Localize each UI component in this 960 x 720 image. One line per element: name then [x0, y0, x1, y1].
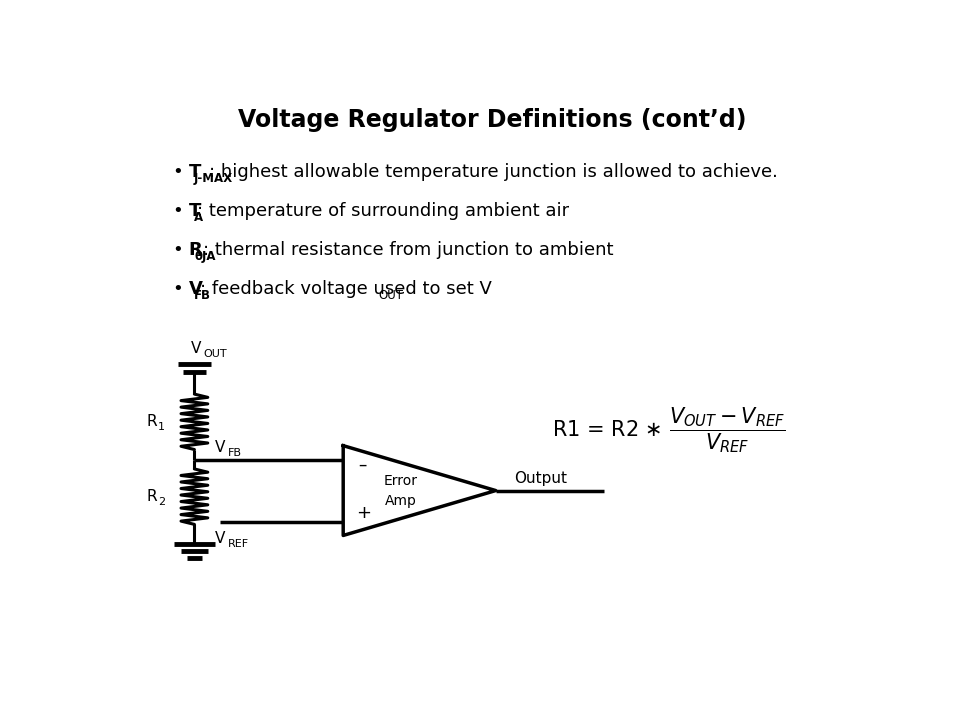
Text: R: R	[188, 241, 203, 259]
Text: •: •	[172, 202, 182, 220]
Text: FB: FB	[194, 289, 211, 302]
Text: T: T	[188, 163, 201, 181]
Text: •: •	[172, 241, 182, 259]
Text: V: V	[215, 531, 226, 546]
Text: A: A	[194, 211, 204, 225]
Text: V: V	[191, 341, 201, 356]
Text: REF: REF	[228, 539, 249, 549]
Text: T: T	[188, 202, 201, 220]
Text: Amp: Amp	[385, 493, 417, 508]
Text: Voltage Regulator Definitions (cont’d): Voltage Regulator Definitions (cont’d)	[238, 108, 746, 132]
Text: : thermal resistance from junction to ambient: : thermal resistance from junction to am…	[204, 241, 613, 259]
Text: R: R	[146, 414, 156, 429]
Text: FB: FB	[228, 448, 242, 458]
Text: •: •	[172, 163, 182, 181]
Text: 1: 1	[158, 423, 165, 432]
Text: –: –	[358, 456, 367, 474]
Text: OUT: OUT	[379, 289, 404, 302]
Text: θJA: θJA	[194, 250, 216, 263]
Text: J-MAX: J-MAX	[194, 173, 233, 186]
Text: R: R	[146, 489, 156, 504]
Text: •: •	[172, 280, 182, 298]
Text: V: V	[188, 280, 203, 298]
Text: Output: Output	[515, 471, 567, 486]
Text: : temperature of surrounding ambient air: : temperature of surrounding ambient air	[197, 202, 569, 220]
Text: +: +	[356, 504, 372, 522]
Text: : feedback voltage used to set V: : feedback voltage used to set V	[201, 280, 492, 298]
Text: OUT: OUT	[204, 348, 227, 359]
Text: 2: 2	[158, 498, 165, 507]
Text: R1 = R2 $\ast$ $\dfrac{V_{OUT} - V_{REF}}{V_{REF}}$: R1 = R2 $\ast$ $\dfrac{V_{OUT} - V_{REF}…	[551, 405, 785, 455]
Text: Error: Error	[384, 474, 418, 487]
Text: V: V	[215, 440, 226, 455]
Text: : highest allowable temperature junction is allowed to achieve.: : highest allowable temperature junction…	[209, 163, 779, 181]
